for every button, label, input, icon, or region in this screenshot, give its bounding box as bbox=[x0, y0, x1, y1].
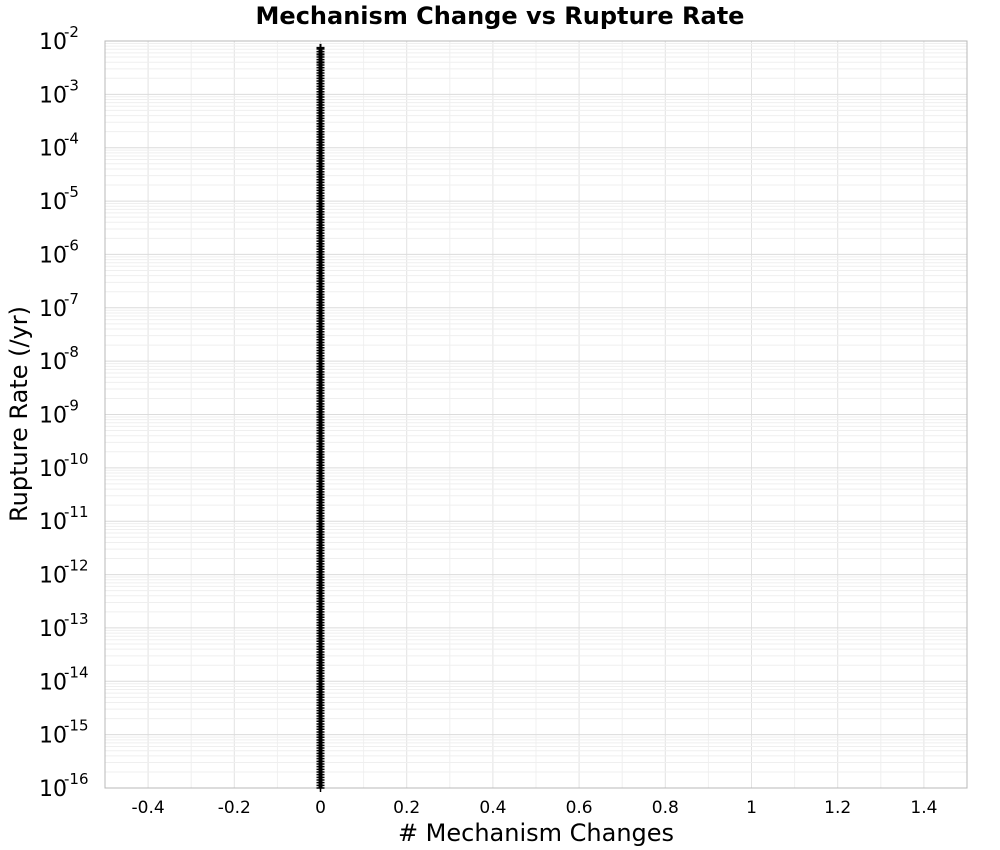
x-axis-ticks: -0.4 -0.2 0 0.2 0.4 0.6 0.8 1 1.2 1.4 bbox=[132, 798, 938, 818]
y-tick-exponent: -11 bbox=[64, 503, 89, 521]
y-tick-label: 10-15 bbox=[39, 717, 89, 749]
y-tick-exponent: -9 bbox=[64, 397, 79, 415]
y-tick-base: 10 bbox=[39, 670, 67, 695]
x-tick-label: 1 bbox=[746, 798, 757, 818]
y-tick-exponent: -13 bbox=[64, 610, 89, 628]
chart-title: Mechanism Change vs Rupture Rate bbox=[256, 2, 745, 30]
y-tick-label: 10-2 bbox=[39, 23, 79, 55]
plot-area bbox=[104, 40, 968, 789]
data-point bbox=[316, 58, 325, 67]
y-tick-label: 10-7 bbox=[39, 290, 79, 322]
y-tick-base: 10 bbox=[39, 404, 67, 429]
y-tick-label: 10-6 bbox=[39, 236, 79, 268]
y-tick-base: 10 bbox=[39, 137, 67, 162]
y-tick-label: 10-5 bbox=[39, 183, 79, 215]
y-tick-label: 10-11 bbox=[39, 503, 89, 535]
y-tick-base: 10 bbox=[39, 83, 67, 108]
x-tick-label: -0.4 bbox=[132, 798, 165, 818]
x-tick-label: 0.8 bbox=[652, 798, 679, 818]
y-tick-base: 10 bbox=[39, 777, 67, 802]
x-tick-label: 1.2 bbox=[824, 798, 851, 818]
y-tick-label: 10-8 bbox=[39, 343, 79, 375]
data-point bbox=[316, 50, 325, 59]
y-tick-exponent: -2 bbox=[64, 23, 79, 41]
y-tick-base: 10 bbox=[39, 510, 67, 535]
y-axis-ticks: 10-210-310-410-510-610-710-810-910-1010-… bbox=[39, 23, 89, 802]
x-tick-label: 1.4 bbox=[910, 798, 937, 818]
y-tick-base: 10 bbox=[39, 30, 67, 55]
y-tick-exponent: -10 bbox=[64, 450, 89, 468]
x-tick-label: 0.4 bbox=[479, 798, 506, 818]
y-tick-exponent: -14 bbox=[64, 663, 89, 681]
y-axis-label: Rupture Rate (/yr) bbox=[5, 306, 33, 522]
y-tick-label: 10-4 bbox=[39, 130, 79, 162]
y-tick-exponent: -8 bbox=[64, 343, 79, 361]
x-tick-label: 0.2 bbox=[393, 798, 420, 818]
y-tick-exponent: -4 bbox=[64, 130, 79, 148]
y-tick-exponent: -16 bbox=[64, 770, 89, 788]
y-tick-label: 10-12 bbox=[39, 557, 89, 589]
y-tick-base: 10 bbox=[39, 190, 67, 215]
y-tick-base: 10 bbox=[39, 243, 67, 268]
y-tick-base: 10 bbox=[39, 724, 67, 749]
y-tick-base: 10 bbox=[39, 564, 67, 589]
x-tick-label: -0.2 bbox=[218, 798, 251, 818]
y-tick-label: 10-10 bbox=[39, 450, 89, 482]
x-axis-label: # Mechanism Changes bbox=[398, 819, 674, 847]
y-tick-base: 10 bbox=[39, 297, 67, 322]
y-tick-exponent: -6 bbox=[64, 236, 79, 254]
y-tick-label: 10-13 bbox=[39, 610, 89, 642]
x-tick-label: 0.6 bbox=[566, 798, 593, 818]
y-tick-base: 10 bbox=[39, 617, 67, 642]
grid bbox=[104, 41, 968, 789]
x-tick-label: 0 bbox=[315, 798, 326, 818]
y-tick-exponent: -3 bbox=[64, 76, 79, 94]
y-tick-exponent: -5 bbox=[64, 183, 79, 201]
y-tick-label: 10-16 bbox=[39, 770, 89, 802]
y-tick-base: 10 bbox=[39, 350, 67, 375]
y-tick-exponent: -15 bbox=[64, 717, 89, 735]
y-tick-label: 10-14 bbox=[39, 663, 89, 695]
data-points bbox=[316, 43, 325, 792]
y-tick-exponent: -12 bbox=[64, 557, 89, 575]
y-tick-exponent: -7 bbox=[64, 290, 79, 308]
y-tick-label: 10-9 bbox=[39, 397, 79, 429]
y-tick-base: 10 bbox=[39, 457, 67, 482]
y-tick-label: 10-3 bbox=[39, 76, 79, 108]
